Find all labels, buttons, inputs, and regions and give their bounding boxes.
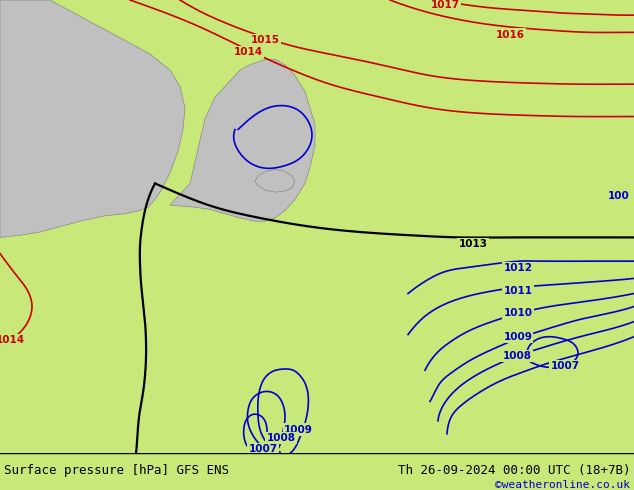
Text: 1017: 1017 — [430, 0, 460, 10]
Text: 1013: 1013 — [458, 239, 488, 249]
Text: 1009: 1009 — [283, 424, 313, 435]
Polygon shape — [255, 170, 295, 192]
Text: 1015: 1015 — [250, 35, 280, 45]
Text: 1012: 1012 — [503, 263, 533, 272]
Text: 1007: 1007 — [249, 444, 278, 454]
Text: Th 26-09-2024 00:00 UTC (18+7B): Th 26-09-2024 00:00 UTC (18+7B) — [398, 464, 630, 477]
Text: 1016: 1016 — [496, 29, 524, 40]
Text: Surface pressure [hPa] GFS ENS: Surface pressure [hPa] GFS ENS — [4, 464, 229, 477]
Text: 1014: 1014 — [233, 47, 262, 57]
Text: 100: 100 — [608, 192, 630, 201]
Text: 1009: 1009 — [503, 332, 533, 342]
Text: 1010: 1010 — [503, 308, 533, 318]
Text: ©weatheronline.co.uk: ©weatheronline.co.uk — [495, 480, 630, 490]
Text: 1007: 1007 — [550, 361, 579, 371]
Text: 1008: 1008 — [503, 351, 531, 361]
Text: 1014: 1014 — [0, 335, 25, 345]
Polygon shape — [0, 0, 185, 238]
Polygon shape — [170, 59, 315, 221]
Text: 1011: 1011 — [503, 286, 533, 296]
Text: 1008: 1008 — [266, 433, 295, 443]
